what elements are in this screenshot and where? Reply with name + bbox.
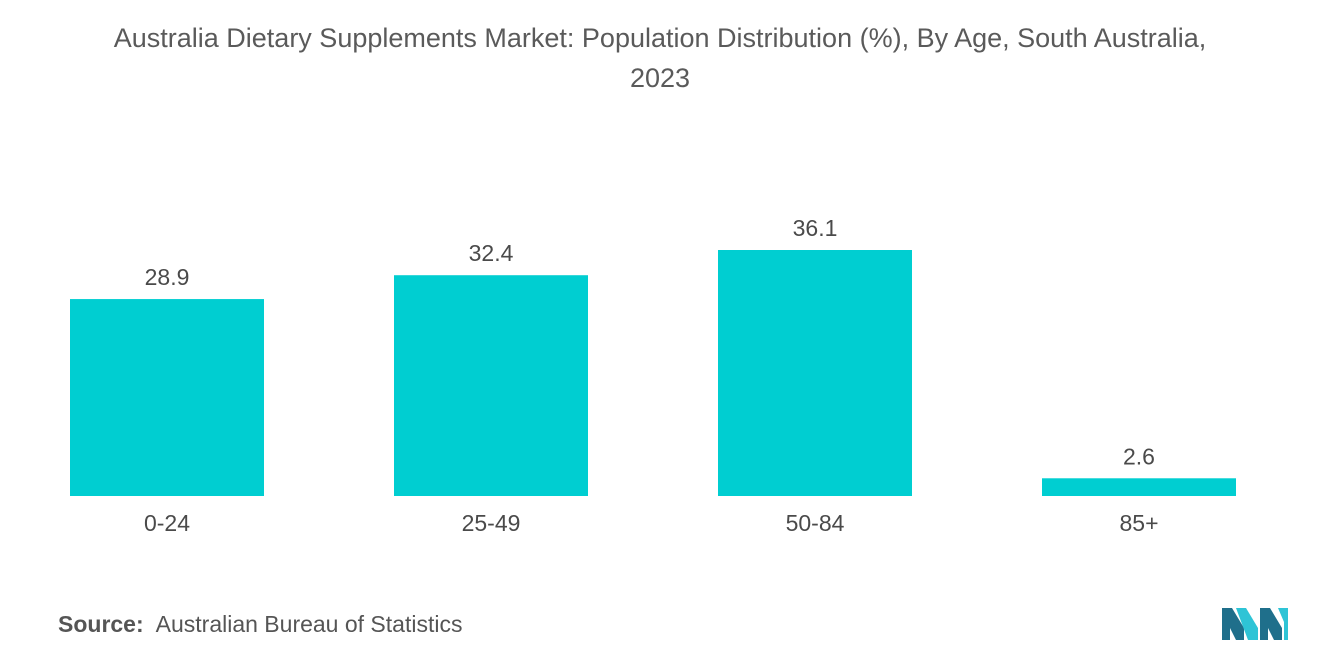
bar-value-label: 2.6 [1123, 443, 1155, 469]
bar-85+ [1042, 478, 1236, 496]
source-text: Australian Bureau of Statistics [155, 611, 463, 637]
bar-25-49 [394, 275, 588, 496]
bar-value-label: 36.1 [793, 215, 838, 241]
bar-value-label: 32.4 [469, 240, 514, 266]
x-tick-label: 25-49 [462, 510, 521, 536]
bar-50-84 [718, 250, 912, 496]
chart-title: Australia Dietary Supplements Market: Po… [0, 18, 1320, 98]
source-label: Source: [58, 611, 144, 637]
x-tick-label: 50-84 [786, 510, 845, 536]
bar-value-label: 28.9 [145, 264, 190, 290]
bar-0-24 [70, 299, 264, 496]
x-tick-label: 85+ [1119, 510, 1158, 536]
x-tick-label: 0-24 [144, 510, 190, 536]
chart-title-line-1: Australia Dietary Supplements Market: Po… [113, 23, 1207, 53]
chart-title-line-2: 2023 [629, 63, 691, 93]
source-note: Source: Australian Bureau of Statistics [58, 611, 462, 638]
mordor-intelligence-logo-icon [1222, 608, 1288, 640]
